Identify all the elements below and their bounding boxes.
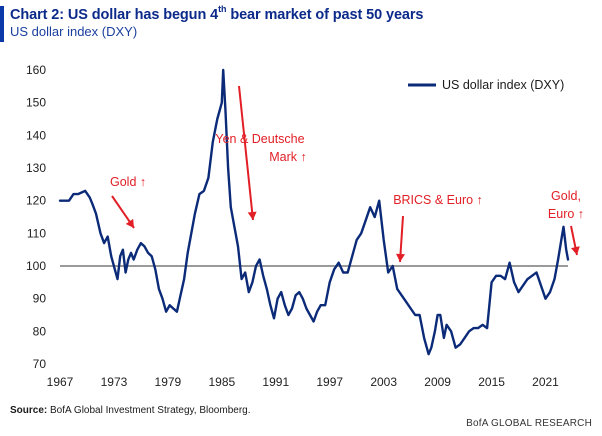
y-tick-label: 90 — [33, 292, 47, 306]
chart-svg: 70 80 90 100 110 120 130 140 150 160 1967 1973 1979 1… — [26, 63, 584, 389]
chart-title-pre: Chart 2: US dollar has begun 4 — [10, 6, 219, 23]
source-note: Source: BofA Global Investment Strategy,… — [10, 405, 251, 416]
x-tick-label: 2015 — [478, 375, 505, 389]
x-tick-label: 2021 — [532, 375, 559, 389]
axis-ticks: 70 80 90 100 110 120 130 140 150 160 1967 1973 1979 1… — [26, 63, 559, 389]
chart-title-superscript: th — [218, 4, 227, 14]
x-tick-label: 2003 — [370, 375, 397, 389]
chart-subtitle: US dollar index (DXY) — [10, 24, 138, 39]
y-tick-label: 110 — [27, 226, 46, 240]
x-tick-label: 1979 — [155, 375, 182, 389]
annotation-label: BRICS & Euro ↑ — [393, 193, 483, 207]
annotation-arrowhead — [125, 218, 134, 228]
annotation-label: Gold, — [551, 189, 581, 203]
title-accent-bar — [0, 6, 4, 42]
legend-label: US dollar index (DXY) — [442, 78, 564, 92]
chart-title-post: bear market of past 50 years — [226, 6, 424, 23]
y-tick-label: 150 — [26, 96, 46, 110]
y-tick-label: 70 — [33, 357, 47, 371]
source-label: Source: — [10, 405, 48, 416]
y-tick-label: 120 — [26, 194, 46, 208]
annotation-arrowhead — [570, 246, 580, 255]
legend: US dollar index (DXY) — [408, 78, 564, 92]
series-line-dxy — [58, 68, 570, 356]
chart-title: Chart 2: US dollar has begun 4th bear ma… — [10, 4, 424, 23]
annotation-arrowhead — [396, 253, 406, 262]
y-tick-label: 130 — [26, 161, 46, 175]
annotation-label: Gold ↑ — [110, 175, 146, 189]
footer-brand: BofA GLOBAL RESEARCH — [466, 418, 592, 429]
annotations-layer: Gold ↑ Yen & Deutsche Mark ↑ BRICS & Euro ↑… — [110, 85, 584, 263]
y-tick-label: 140 — [26, 128, 46, 142]
annotation-label: Mark ↑ — [269, 150, 307, 164]
y-tick-label: 160 — [26, 63, 46, 77]
y-tick-label: 100 — [26, 259, 46, 273]
x-tick-label: 1967 — [47, 375, 74, 389]
annotation-label: Euro ↑ — [548, 207, 584, 221]
y-tick-label: 80 — [33, 324, 47, 338]
annotation-label: Yen & Deutsche — [215, 132, 304, 146]
series-layer — [58, 68, 570, 356]
annotation-arrowhead — [247, 211, 257, 220]
x-tick-label: 1985 — [208, 375, 235, 389]
source-text: BofA Global Investment Strategy, Bloombe… — [50, 405, 251, 416]
annotation-arrow — [238, 85, 254, 221]
x-tick-label: 1973 — [101, 375, 128, 389]
x-tick-label: 1997 — [316, 375, 343, 389]
x-tick-label: 2009 — [424, 375, 451, 389]
x-tick-label: 1991 — [262, 375, 289, 389]
